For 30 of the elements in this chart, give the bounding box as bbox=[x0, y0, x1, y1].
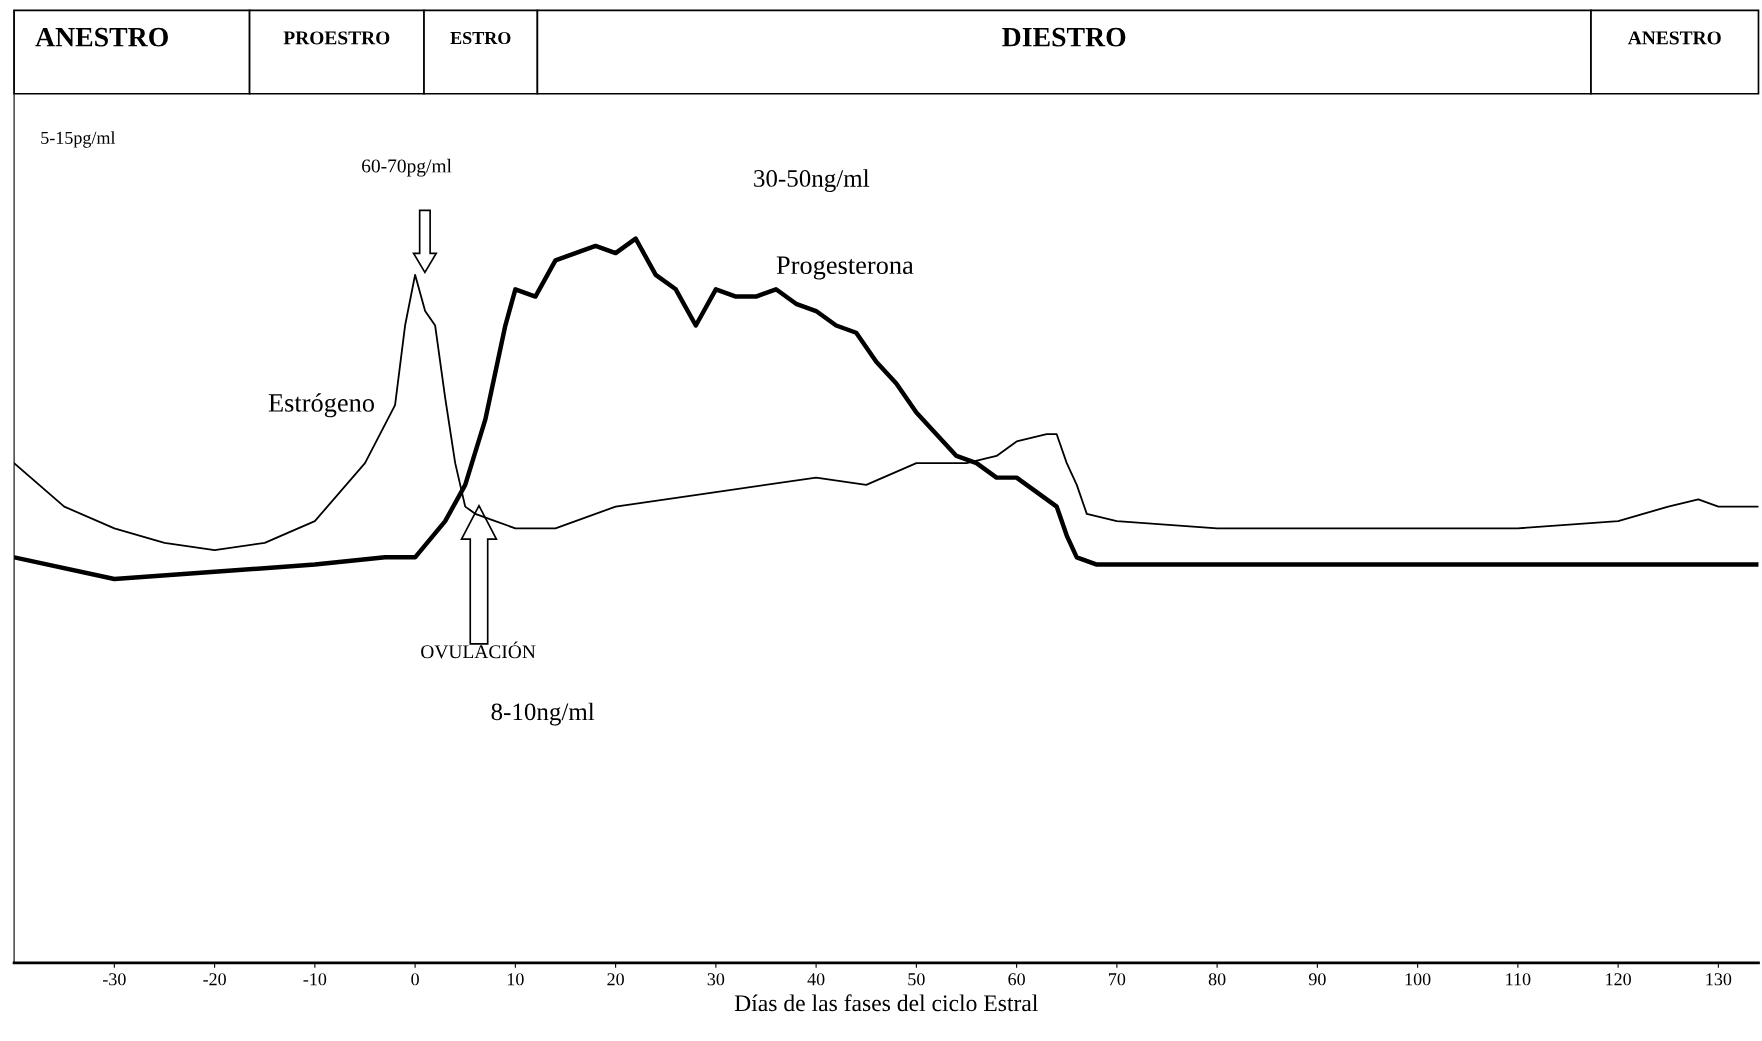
x-tick-label: 90 bbox=[1308, 973, 1326, 986]
annotation: OVULACIÓN bbox=[421, 641, 536, 659]
x-tick-label: -20 bbox=[203, 973, 226, 986]
series-label: Estrógeno bbox=[268, 393, 374, 418]
x-tick-label: 100 bbox=[1405, 973, 1431, 986]
text: ESTRO bbox=[450, 31, 511, 45]
text: DIESTRO bbox=[1002, 27, 1126, 47]
text: ANESTRO bbox=[35, 27, 168, 47]
x-tick-label: 40 bbox=[807, 973, 825, 986]
x-axis-title: Días de las fases del ciclo Estral bbox=[734, 994, 1038, 1012]
x-tick-label: 70 bbox=[1109, 973, 1126, 986]
annotation: 8-10ng/ml bbox=[491, 702, 595, 726]
text: 60-70pg/ml bbox=[362, 158, 452, 177]
text: 30-50ng/ml bbox=[754, 169, 870, 193]
x-tick-label: 0 bbox=[411, 973, 419, 986]
x-tick-label: 10 bbox=[507, 973, 524, 986]
x-tick-label: 60 bbox=[1008, 973, 1025, 986]
x-tick-label: 20 bbox=[607, 973, 624, 986]
text: 5-15pg/ml bbox=[41, 131, 116, 148]
x-tick-label: 130 bbox=[1706, 973, 1732, 986]
text: ANESTRO bbox=[1627, 31, 1721, 45]
text: PROESTRO bbox=[283, 31, 390, 45]
x-tick-label: -30 bbox=[102, 973, 126, 986]
x-tick-label: 120 bbox=[1606, 973, 1631, 986]
series-label: Progesterona bbox=[776, 256, 914, 280]
x-tick-label: -10 bbox=[303, 973, 327, 986]
x-tick-label: 110 bbox=[1506, 973, 1531, 986]
x-tick-label: 50 bbox=[908, 973, 925, 986]
x-tick-label: 80 bbox=[1208, 973, 1226, 986]
x-tick-label: 30 bbox=[707, 973, 725, 986]
